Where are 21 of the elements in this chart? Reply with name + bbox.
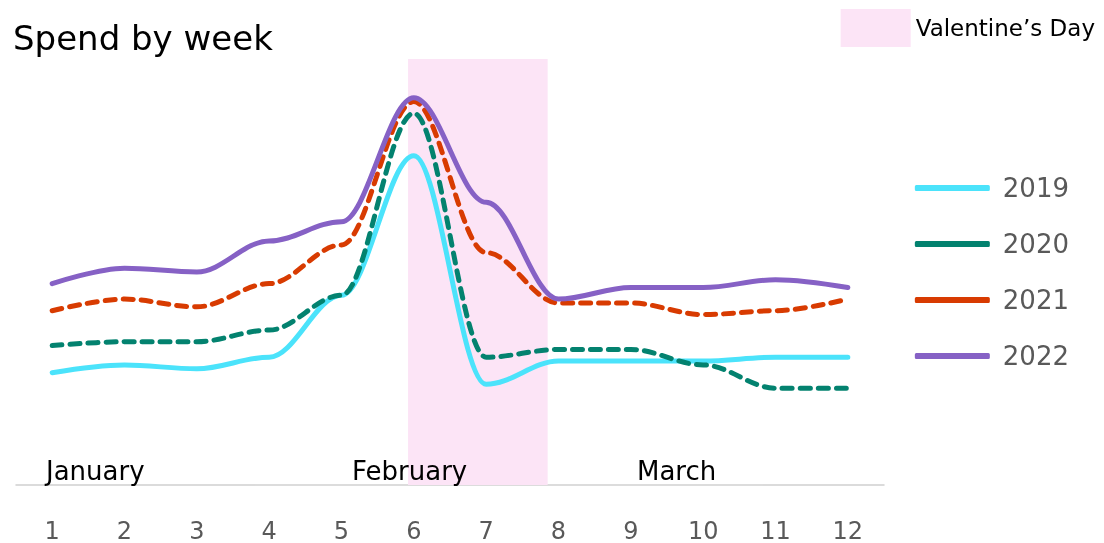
chart-title: Spend by week xyxy=(13,18,274,58)
x-tick-label: 12 xyxy=(832,517,864,543)
x-tick-label: 11 xyxy=(760,517,791,543)
legend-label: 2021 xyxy=(1002,285,1069,315)
x-tick-label: 6 xyxy=(406,517,422,543)
annotation: February xyxy=(352,456,468,486)
x-tick-label: 8 xyxy=(550,517,567,543)
annotation: January xyxy=(44,456,145,486)
annotation: March xyxy=(637,456,717,486)
x-tick-label: 3 xyxy=(189,517,205,543)
legend-label: 2019 xyxy=(1002,173,1069,203)
x-tick-label: 10 xyxy=(687,517,719,543)
x-tick-label: 5 xyxy=(333,517,350,543)
legend-label: 2022 xyxy=(1002,341,1069,371)
legend-label: Valentine’s Day xyxy=(915,15,1096,41)
x-tick-label: 4 xyxy=(261,517,277,543)
legend-label: 2020 xyxy=(1002,229,1069,259)
x-tick-label: 9 xyxy=(623,517,639,543)
x-tick-label: 1 xyxy=(44,517,60,543)
x-tick-label: 7 xyxy=(478,517,494,543)
x-tick-label: 2 xyxy=(116,517,133,543)
